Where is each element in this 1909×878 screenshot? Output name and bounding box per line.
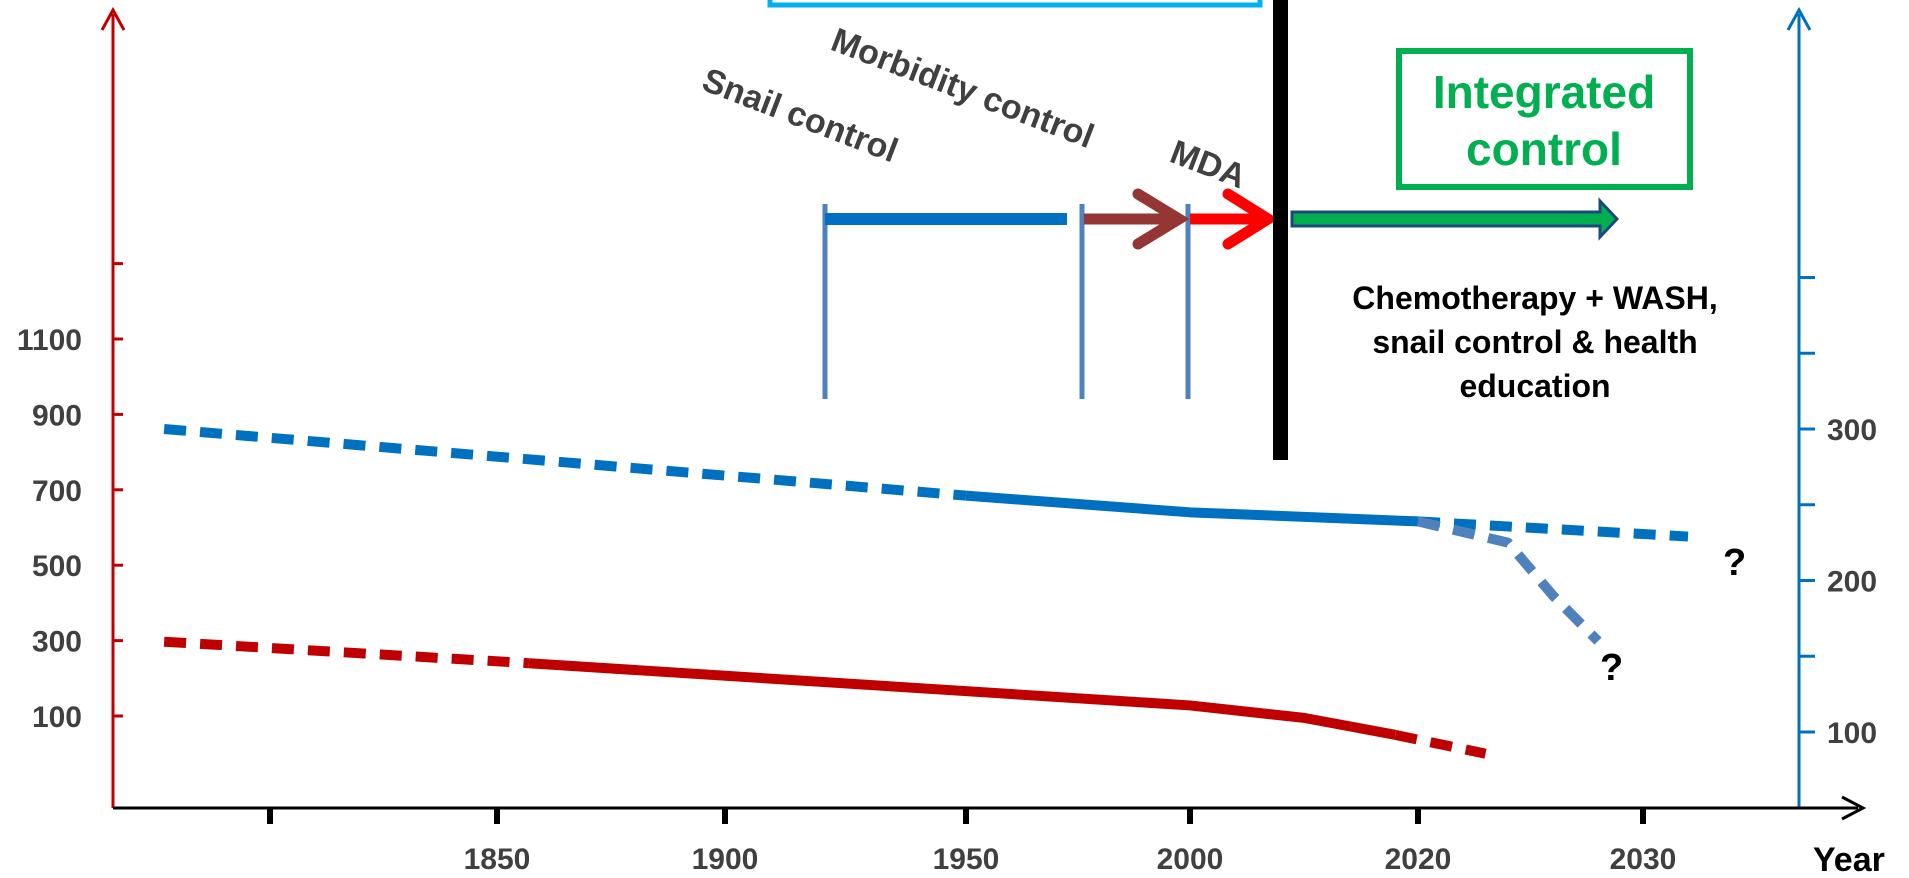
left-tick-label: 100 (32, 701, 82, 734)
left-tick-label: 700 (32, 475, 82, 508)
snail-control-label: Snail control (697, 61, 903, 170)
mda-label: MDA (1165, 133, 1251, 196)
right-tick-label: 100 (1827, 717, 1877, 750)
question-mark-lower: ? (1600, 647, 1623, 689)
integrated-control-arrow (1290, 197, 1620, 241)
series-line-2-dashed (1394, 729, 1487, 759)
right-tick-label: 200 (1827, 566, 1877, 599)
right-axis (1786, 6, 1812, 808)
right-axis-arrowhead (1786, 6, 1812, 31)
x-tick-label: 1850 (464, 843, 531, 876)
x-axis-arrowhead (1841, 795, 1867, 821)
intervention-timeline (822, 0, 1620, 460)
series-line-0-dashed (163, 424, 967, 501)
left-axis-arrowhead (100, 6, 126, 31)
current-time-bar (1273, 0, 1288, 460)
left-tick-label: 300 (32, 626, 82, 659)
x-tick-label: 2020 (1385, 843, 1452, 876)
left-tick-label: 500 (32, 550, 82, 583)
chemotherapy-description: Chemotherapy + WASH, snail control & hea… (1352, 280, 1717, 404)
x-tick-label: 1900 (692, 843, 759, 876)
integrated-control-line-1: Integrated (1433, 66, 1655, 118)
x-tick-label: 2000 (1157, 843, 1224, 876)
left-axis (100, 6, 126, 808)
top-cropped-box (767, 0, 1263, 8)
chemotherapy-line-1: Chemotherapy + WASH, (1352, 280, 1717, 316)
series-line-2-dashed (163, 636, 530, 669)
series-line-0-dashed (1417, 516, 1689, 542)
x-axis (113, 795, 1867, 824)
question-mark-upper: ? (1723, 542, 1746, 584)
left-tick-label: 900 (32, 399, 82, 432)
chemotherapy-line-2: snail control & health (1372, 324, 1697, 360)
series-line-0-solid (965, 490, 1419, 527)
integrated-control-box: Integrated control (1396, 48, 1693, 190)
integrated-control-box-border (1396, 48, 1693, 190)
x-tick-label: 2030 (1610, 843, 1677, 876)
chemotherapy-line-3: education (1459, 368, 1610, 404)
mda-arrowhead (1222, 188, 1279, 250)
series-line-2-solid (528, 658, 1397, 740)
morbidity-control-arrowhead (1132, 188, 1190, 250)
left-tick-label: 1100 (17, 324, 82, 357)
x-axis-label: Year (1813, 841, 1885, 878)
x-tick-label: 1950 (933, 843, 1000, 876)
series-line-1-dashed (1416, 516, 1602, 645)
right-tick-label: 300 (1827, 414, 1877, 447)
integrated-control-line-2: control (1466, 123, 1622, 175)
